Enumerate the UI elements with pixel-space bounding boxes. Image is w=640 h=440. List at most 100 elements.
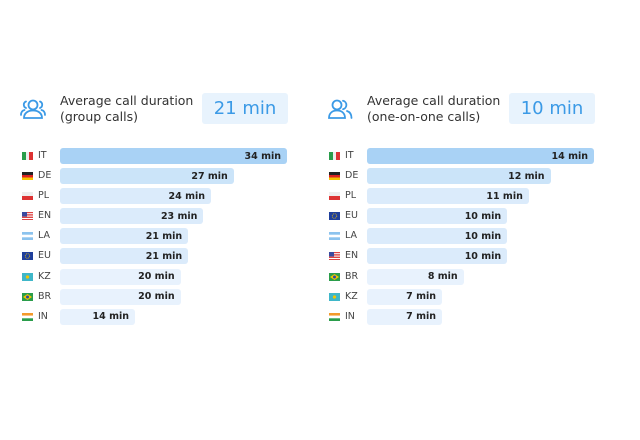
bar-row-pl: PL 24 min: [22, 187, 322, 207]
data-label: 11 min: [486, 190, 523, 202]
bar-row-it: IT 14 min: [329, 147, 629, 167]
category-label: LA: [38, 230, 51, 242]
bar-row-in: IN 14 min: [22, 308, 322, 328]
flag-br-icon: [329, 272, 340, 281]
title-line: (group calls): [60, 109, 139, 124]
flag-en-icon: [22, 212, 33, 221]
bar-row-in: IN 7 min: [329, 308, 629, 328]
category-label: IN: [38, 310, 48, 322]
data-label: 20 min: [138, 271, 175, 283]
flag-pl-icon: [329, 192, 340, 201]
bar: 20 min: [60, 288, 181, 305]
category-label: LA: [345, 230, 358, 242]
category-label: KZ: [38, 270, 51, 282]
bar-row-eu: EU 10 min: [329, 207, 629, 227]
category-label: EU: [345, 210, 358, 222]
data-label: 21 min: [145, 250, 183, 262]
bar: 12 min: [367, 168, 551, 185]
bar-row-eu: EU 21 min: [22, 247, 322, 267]
data-label: 10 min: [464, 210, 502, 222]
chart-title: Average call duration (one-on-one calls): [367, 93, 507, 125]
flag-in-icon: [22, 312, 33, 321]
flag-la-icon: [329, 232, 340, 241]
data-label: 10 min: [464, 250, 502, 262]
title-line: Average call duration: [367, 93, 501, 108]
data-label: 34 min: [244, 150, 281, 162]
flag-kz-icon: [22, 272, 33, 281]
summary-value: 10 min: [509, 93, 595, 124]
flag-de-icon: [329, 172, 340, 181]
bar: 10 min: [367, 208, 508, 225]
flag-eu-icon: [329, 212, 340, 221]
data-label: 24 min: [168, 190, 205, 202]
data-label: 14 min: [551, 150, 588, 162]
users-icon: [20, 99, 46, 119]
data-label: 7 min: [406, 291, 436, 303]
category-label: IT: [38, 150, 47, 161]
data-label: 27 min: [191, 170, 228, 182]
category-label: PL: [345, 190, 357, 202]
bar-rows: IT 14 min DE 12 min PL 11 min EU 10 min …: [329, 147, 629, 328]
category-label: IN: [345, 310, 355, 322]
bar: 10 min: [367, 228, 508, 245]
category-label: EN: [345, 250, 359, 262]
data-label: 7 min: [406, 311, 436, 323]
category-label: EN: [38, 210, 52, 222]
category-label: DE: [345, 170, 359, 182]
category-label: BR: [38, 290, 52, 302]
bar-row-br: BR 8 min: [329, 268, 629, 288]
bar: 21 min: [60, 248, 189, 265]
bar: 24 min: [60, 188, 211, 205]
data-label: 20 min: [138, 291, 175, 303]
bar: 27 min: [60, 168, 234, 185]
bar-row-it: IT 34 min: [22, 147, 322, 167]
category-label: EU: [38, 250, 51, 262]
bar: 7 min: [367, 308, 442, 325]
bar: 14 min: [367, 148, 594, 164]
bar-row-kz: KZ 20 min: [22, 268, 322, 288]
data-label: 8 min: [427, 271, 458, 283]
data-label: 14 min: [92, 311, 129, 323]
bar-row-la: LA 10 min: [329, 227, 629, 247]
category-label: DE: [38, 170, 52, 182]
bar-row-kz: KZ 7 min: [329, 288, 629, 308]
flag-la-icon: [22, 232, 33, 241]
bar-row-de: DE 27 min: [22, 167, 322, 187]
bar: 7 min: [367, 288, 442, 305]
flag-kz-icon: [329, 292, 340, 301]
category-label: PL: [38, 190, 50, 202]
bar: 20 min: [60, 268, 181, 285]
flag-eu-icon: [22, 252, 33, 261]
users-icon: [328, 99, 353, 119]
bar: 34 min: [60, 148, 287, 164]
flag-br-icon: [22, 292, 33, 301]
flag-pl-icon: [22, 192, 33, 201]
group-calls-panel: Average call duration (group calls) 21 mi…: [20, 93, 330, 333]
bar-rows: IT 34 min DE 27 min PL 24 min EN 23 min …: [22, 147, 322, 328]
category-label: IT: [345, 150, 354, 161]
data-label: 10 min: [464, 230, 502, 242]
bar-row-la: LA 21 min: [22, 227, 322, 247]
category-label: KZ: [345, 290, 358, 302]
title-line: (one-on-one calls): [367, 109, 481, 124]
bar: 14 min: [60, 308, 135, 325]
data-label: 23 min: [160, 210, 198, 222]
summary-value: 21 min: [202, 93, 288, 124]
bar: 23 min: [60, 208, 204, 225]
flag-de-icon: [22, 172, 33, 181]
bar: 21 min: [60, 228, 189, 245]
chart-title: Average call duration (group calls): [60, 93, 200, 125]
data-label: 12 min: [508, 170, 545, 182]
bar-row-en: EN 10 min: [329, 247, 629, 267]
flag-it-icon: [329, 152, 340, 160]
data-label: 21 min: [145, 230, 183, 242]
bar: 10 min: [367, 248, 508, 265]
title-line: Average call duration: [60, 93, 194, 108]
flag-in-icon: [329, 312, 340, 321]
bar: 8 min: [367, 268, 464, 285]
bar-row-de: DE 12 min: [329, 167, 629, 187]
bar-row-br: BR 20 min: [22, 288, 322, 308]
bar-row-pl: PL 11 min: [329, 187, 629, 207]
one-on-one-calls-panel: Average call duration (one-on-one calls) …: [328, 93, 637, 333]
flag-it-icon: [22, 152, 33, 160]
